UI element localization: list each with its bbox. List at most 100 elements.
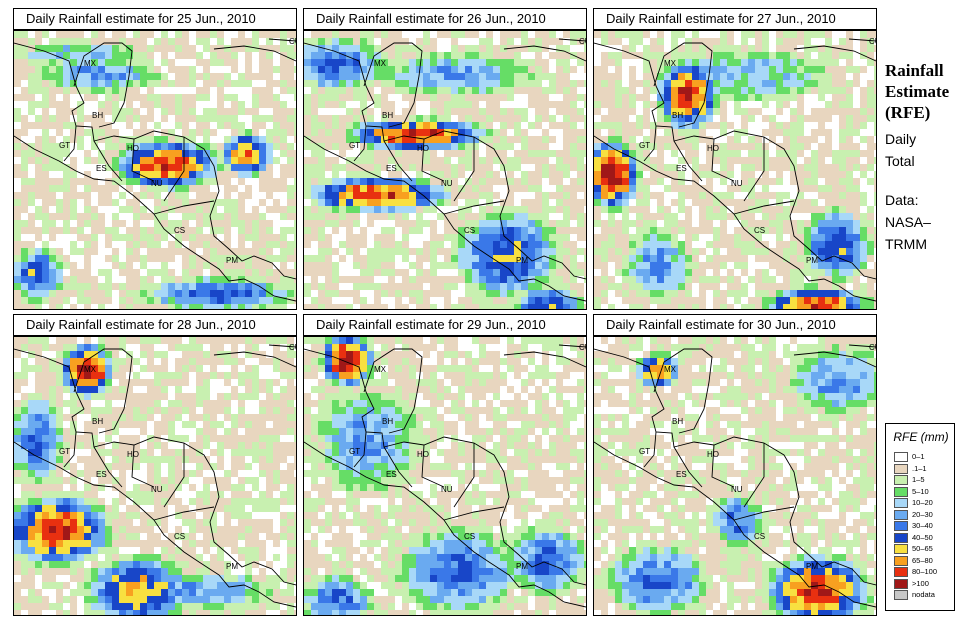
rainfall-cell: [472, 87, 479, 94]
rainfall-cell: [437, 171, 444, 178]
rainfall-cell: [112, 45, 119, 52]
rainfall-cell: [741, 290, 748, 297]
rainfall-cell: [175, 358, 182, 365]
rainfall-cell: [133, 358, 140, 365]
rainfall-cell: [500, 206, 507, 213]
rainfall-cell: [112, 372, 119, 379]
rainfall-cell: [56, 157, 63, 164]
rainfall-cell: [776, 171, 783, 178]
rainfall-cell: [549, 115, 556, 122]
rainfall-cell: [112, 185, 119, 192]
rainfall-cell: [126, 143, 133, 150]
rainfall-cell: [818, 52, 825, 59]
rainfall-cell: [217, 477, 224, 484]
rainfall-cell: [28, 241, 35, 248]
rainfall-cell: [196, 227, 203, 234]
rainfall-cell: [35, 101, 42, 108]
rainfall-cell: [353, 73, 360, 80]
rainfall-cell: [154, 337, 161, 344]
rainfall-cell: [797, 248, 804, 255]
rainfall-cell: [804, 143, 811, 150]
rainfall-cell: [346, 178, 353, 185]
rainfall-cell: [105, 407, 112, 414]
rainfall-cell: [867, 304, 874, 309]
rainfall-cell: [287, 255, 294, 262]
rainfall-cell: [238, 227, 245, 234]
rainfall-cell: [35, 379, 42, 386]
rainfall-cell: [91, 372, 98, 379]
rainfall-cell: [84, 192, 91, 199]
rainfall-cell: [409, 143, 416, 150]
rainfall-cell: [783, 192, 790, 199]
rainfall-cell: [14, 498, 21, 505]
rainfall-cell: [182, 73, 189, 80]
rainfall-cell: [874, 192, 876, 199]
rainfall-cell: [280, 428, 287, 435]
rainfall-cell: [381, 150, 388, 157]
rainfall-cell: [168, 255, 175, 262]
rainfall-cell: [776, 129, 783, 136]
rainfall-cell: [360, 122, 367, 129]
rainfall-cell: [49, 66, 56, 73]
rainfall-cell: [147, 297, 154, 304]
rainfall-cell: [699, 59, 706, 66]
rainfall-cell: [755, 31, 762, 38]
rainfall-cell: [577, 213, 584, 220]
rainfall-cell: [528, 38, 535, 45]
rainfall-cell: [706, 73, 713, 80]
rainfall-cell: [77, 290, 84, 297]
rainfall-cell: [21, 484, 28, 491]
rainfall-cell: [783, 227, 790, 234]
rainfall-cell: [720, 129, 727, 136]
rainfall-cell: [395, 157, 402, 164]
rainfall-cell: [664, 171, 671, 178]
rainfall-cell: [437, 73, 444, 80]
rainfall-cell: [332, 115, 339, 122]
country-label: CU: [579, 37, 586, 46]
rainfall-cell: [28, 276, 35, 283]
rainfall-cell: [70, 304, 77, 309]
rainfall-cell: [231, 372, 238, 379]
rainfall-cell: [650, 171, 657, 178]
rainfall-cell: [762, 157, 769, 164]
rainfall-cell: [196, 87, 203, 94]
rainfall-cell: [154, 150, 161, 157]
rainfall-cell: [210, 449, 217, 456]
rainfall-cell: [657, 157, 664, 164]
rainfall-cell: [678, 283, 685, 290]
rainfall-cell: [318, 38, 325, 45]
rainfall-cell: [42, 227, 49, 234]
rainfall-cell: [259, 164, 266, 171]
rainfall-cell: [339, 206, 346, 213]
rainfall-cell: [762, 38, 769, 45]
rainfall-cell: [395, 290, 402, 297]
rainfall-cell: [280, 337, 287, 344]
rainfall-cell: [472, 122, 479, 129]
rainfall-cell: [867, 283, 874, 290]
rainfall-cell: [98, 45, 105, 52]
rainfall-cell: [472, 178, 479, 185]
rainfall-cell: [409, 178, 416, 185]
rainfall-cell: [500, 213, 507, 220]
rainfall-cell: [769, 213, 776, 220]
rainfall-cell: [126, 491, 133, 498]
rainfall-cell: [584, 178, 586, 185]
rainfall-cell: [42, 143, 49, 150]
rainfall-cell: [867, 290, 874, 297]
rainfall-cell: [570, 227, 577, 234]
rainfall-cell: [217, 372, 224, 379]
rainfall-cell: [294, 185, 296, 192]
rainfall-cell: [437, 66, 444, 73]
rainfall-cell: [273, 358, 280, 365]
rainfall-cell: [367, 171, 374, 178]
rainfall-cell: [126, 108, 133, 115]
rainfall-cell: [238, 171, 245, 178]
rainfall-cell: [175, 505, 182, 512]
rainfall-cell: [472, 73, 479, 80]
rainfall-cell: [304, 185, 311, 192]
rainfall-cell: [486, 283, 493, 290]
rainfall-cell: [238, 283, 245, 290]
rainfall-cell: [853, 164, 860, 171]
rainfall-cell: [35, 157, 42, 164]
rainfall-cell: [486, 248, 493, 255]
